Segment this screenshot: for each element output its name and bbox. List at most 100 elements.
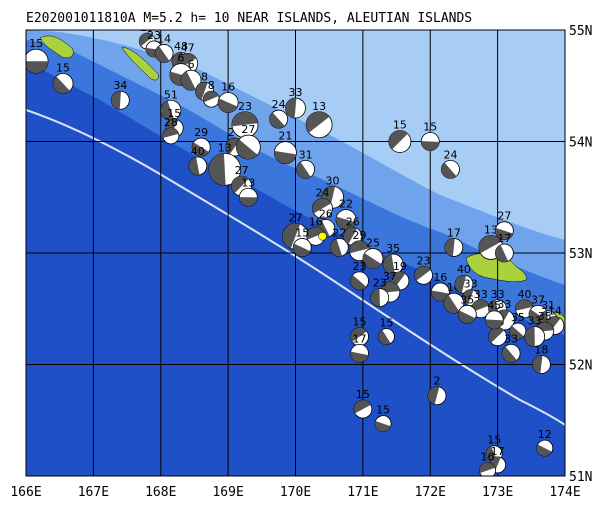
beachball-quadrant: [454, 275, 467, 293]
beachball-quadrant: [155, 46, 170, 63]
depth-label: 23: [147, 29, 161, 42]
depth-label: 19: [393, 260, 407, 273]
focal-mechanism: 31: [296, 148, 316, 179]
focal-mechanism: 15: [26, 37, 49, 74]
focal-mechanism: 25: [362, 237, 384, 269]
beachball-quadrant: [218, 98, 238, 113]
focal-mechanism: 15: [388, 119, 412, 153]
depth-label: 16: [433, 271, 447, 284]
focal-mechanism: 17: [444, 226, 464, 257]
beachball-quadrant: [195, 82, 208, 100]
beachball-quadrant: [188, 157, 200, 176]
beachball-quadrant: [336, 216, 356, 230]
focal-mechanism: 17: [489, 445, 507, 474]
depth-label: 33: [464, 278, 478, 291]
beachball-quadrant: [282, 223, 301, 249]
focal-mechanism: 17: [494, 232, 514, 263]
focal-mechanism: 33: [285, 86, 306, 119]
depth-label: 33: [289, 86, 303, 99]
lon-label: 171E: [347, 485, 378, 500]
beachball-quadrant: [427, 386, 440, 405]
depth-label: 15: [379, 317, 393, 330]
beachball-quadrant: [274, 150, 297, 164]
island-attu: [39, 35, 74, 59]
beachball-quadrant: [532, 355, 543, 374]
map-frame: [25, 29, 566, 477]
depth-label: 15: [423, 121, 437, 134]
focal-mechanism: 8: [202, 79, 220, 108]
depth-label: 13: [312, 100, 326, 113]
focal-mechanism: 13: [208, 141, 242, 186]
lon-labels: 166E 167E 168E 169E 170E 171E 172E 173E 174E: [10, 485, 580, 500]
beachball-quadrant: [306, 111, 330, 133]
depth-label: 27: [241, 123, 255, 136]
depth-label: 23: [373, 277, 387, 290]
focal-mechanism: 13: [238, 176, 258, 207]
beachball-quadrant: [312, 198, 332, 214]
beachball-quadrant: [181, 71, 196, 91]
island-2: [121, 46, 159, 81]
beachball-quadrant: [478, 235, 502, 254]
focal-mechanism: 15: [374, 404, 392, 432]
depth-label: 23: [238, 100, 252, 113]
beachball-quadrant: [362, 253, 382, 269]
depth-label: 14: [157, 32, 171, 45]
focal-mechanisms: 1515342923144847668816511528294027232713…: [26, 29, 565, 476]
depth-label: 23: [417, 254, 431, 267]
depth-label: 25: [366, 237, 380, 250]
beachball-quadrant: [378, 329, 391, 345]
depth-label: 33: [491, 288, 505, 301]
depth-label: 47: [181, 41, 195, 54]
focal-mechanism: 12: [536, 428, 554, 457]
focal-mechanism: 15: [52, 62, 74, 94]
beachball-quadrant: [471, 299, 490, 312]
beachball-quadrant: [192, 142, 209, 157]
focal-mechanism: 33: [501, 332, 521, 363]
depth-label: 24: [443, 148, 457, 161]
beachball-quadrant: [306, 227, 325, 240]
beachball-quadrant: [421, 141, 440, 151]
beachball-quadrant: [353, 400, 371, 414]
depth-label: 15: [393, 119, 407, 132]
focal-mechanism: 15: [420, 121, 440, 151]
beachball-quadrant: [458, 310, 476, 324]
beachball-quadrant: [441, 162, 457, 179]
depth-label: 26: [346, 215, 360, 228]
lon-label: 169E: [212, 485, 243, 500]
beachball-quadrant: [509, 325, 524, 340]
beachball-quadrant: [53, 76, 70, 94]
lon-label: 170E: [280, 485, 311, 500]
beachball-quadrant: [162, 127, 179, 138]
lat-label: 54N: [569, 136, 592, 151]
focal-mechanism: 40: [188, 145, 208, 176]
depth-label: 40: [457, 263, 471, 276]
beachball-quadrant: [269, 112, 285, 129]
depth-label: 31: [299, 148, 313, 161]
focal-mechanism: 15: [292, 226, 312, 257]
depth-label: 51: [164, 88, 178, 101]
beachball-quadrant: [495, 227, 513, 240]
beachball-quadrant: [536, 444, 552, 457]
depth-label: 35: [538, 310, 552, 323]
beachball-quadrant: [225, 138, 241, 155]
beachball-quadrant: [370, 288, 381, 307]
beachball-quadrant: [160, 100, 175, 121]
beachball-quadrant: [285, 98, 297, 119]
focal-mechanism: 13: [305, 100, 333, 139]
lon-label: 167E: [78, 485, 109, 500]
focal-mechanism: 23: [370, 277, 390, 308]
depth-label: 27: [497, 210, 511, 223]
depth-label: 28: [164, 116, 178, 129]
beachball-quadrant: [203, 91, 219, 103]
depth-label: 26: [319, 207, 333, 220]
beachball-quadrant: [502, 346, 517, 363]
depth-label: 48: [174, 40, 188, 53]
focal-mechanism: 40: [515, 288, 534, 319]
map-title: E202001011810A M=5.2 h= 10 NEAR ISLANDS,…: [26, 11, 472, 26]
depth-label: 13: [218, 141, 232, 154]
depth-label: 17: [491, 445, 505, 458]
beachball-quadrant: [330, 238, 343, 257]
target-event-marker: [318, 232, 327, 241]
beachball-quadrant: [375, 420, 391, 432]
